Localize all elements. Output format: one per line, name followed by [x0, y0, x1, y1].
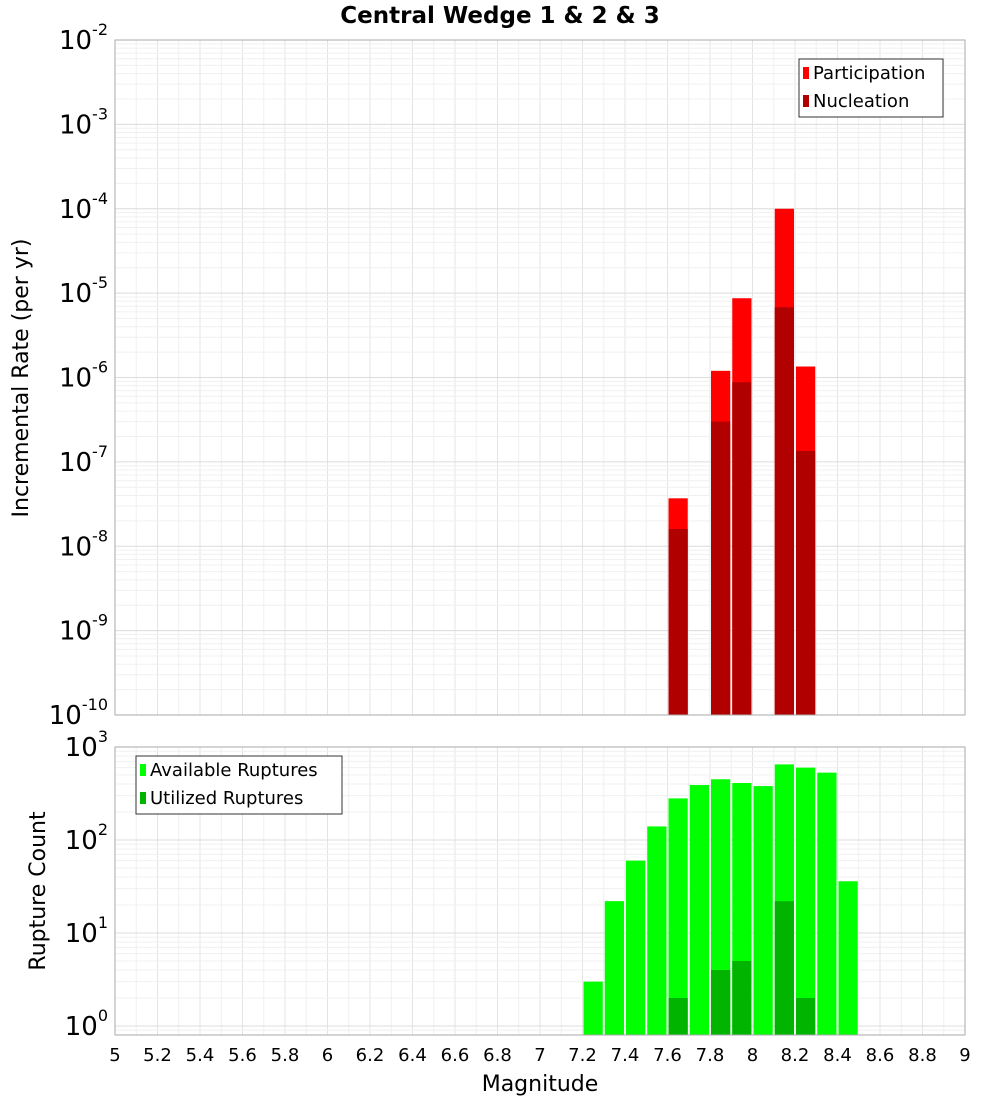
x-axis-label: Magnitude — [482, 1072, 599, 1097]
y-tick-label: 100 — [65, 1006, 108, 1042]
y-tick-label: 101 — [65, 913, 108, 949]
legend-label-available: Available Ruptures — [150, 760, 318, 781]
x-tick-label: 5.4 — [186, 1045, 215, 1066]
x-tick-label: 6 — [322, 1045, 333, 1066]
x-tick-label: 6.6 — [441, 1045, 470, 1066]
bottom-plot-area: 100 101 102 103 Rupture Count Available Rup… — [26, 727, 971, 1097]
legend-swatch-available — [140, 764, 146, 776]
x-tick-label: 8 — [747, 1045, 758, 1066]
legend-swatch-nucleation — [803, 95, 809, 107]
x-tick-label: 5 — [109, 1045, 120, 1066]
top-bars — [668, 208, 816, 715]
x-tick-label: 5.8 — [271, 1045, 300, 1066]
y-tick-label: 103 — [65, 727, 108, 763]
x-tick-label: 8.4 — [823, 1045, 852, 1066]
bottom-bar-utilized-ruptures — [711, 969, 731, 1035]
y-tick-label: 10-3 — [59, 104, 108, 140]
bottom-bar-available-ruptures — [753, 786, 773, 1035]
bottom-bar-utilized-ruptures — [732, 960, 752, 1035]
x-tick-label: 9 — [959, 1045, 970, 1066]
bottom-bar-available-ruptures — [817, 772, 837, 1035]
top-bar-nucleation — [711, 421, 731, 715]
x-tick-label: 8.2 — [781, 1045, 810, 1066]
x-tick-label: 8.6 — [866, 1045, 895, 1066]
y-tick-label: 10-9 — [59, 611, 108, 647]
top-legend: Participation Nucleation — [798, 58, 944, 118]
bottom-bar-utilized-ruptures — [796, 997, 816, 1035]
legend-label-nucleation: Nucleation — [813, 91, 909, 112]
x-tick-label: 7.4 — [611, 1045, 640, 1066]
top-bar-nucleation — [668, 529, 688, 715]
bottom-bar-available-ruptures — [583, 981, 603, 1035]
bottom-bar-available-ruptures — [626, 860, 646, 1035]
y-tick-label: 10-8 — [59, 526, 108, 562]
x-tick-label: 6.8 — [483, 1045, 512, 1066]
x-tick-labels: 5 5.2 5.4 5.6 5.8 6 6.2 6.4 6.6 6.8 7 7.2 7.4 7.6 7.8 8… — [109, 1045, 970, 1066]
bottom-bar-available-ruptures — [689, 785, 709, 1035]
x-tick-label: 6.4 — [398, 1045, 427, 1066]
bottom-bar-utilized-ruptures — [668, 997, 688, 1035]
bottom-bar-available-ruptures — [647, 826, 667, 1035]
bottom-bar-available-ruptures — [604, 901, 624, 1035]
top-y-tick-labels: 10-10 10-9 10-8 10-7 10-6 10-5 10-4 10-3 10-2 — [49, 20, 108, 731]
chart-title: Central Wedge 1 & 2 & 3 — [340, 3, 659, 29]
top-plot-border — [114, 39, 966, 716]
top-bar-nucleation — [774, 307, 794, 715]
bottom-bar-available-ruptures — [838, 881, 858, 1035]
bottom-bar-available-ruptures — [796, 767, 816, 1035]
bottom-y-tick-labels: 100 101 102 103 — [65, 727, 108, 1042]
x-tick-label: 6.2 — [356, 1045, 385, 1066]
x-tick-label: 7.6 — [653, 1045, 682, 1066]
bottom-legend: Available Ruptures Utilized Ruptures — [135, 755, 343, 815]
x-tick-label: 5.2 — [143, 1045, 172, 1066]
x-tick-label: 7.8 — [696, 1045, 725, 1066]
legend-swatch-utilized — [140, 792, 146, 804]
legend-swatch-participation — [803, 67, 809, 79]
bottom-bars — [583, 764, 858, 1035]
top-grid — [114, 39, 966, 716]
y-tick-label: 102 — [65, 820, 108, 856]
y-tick-label: 10-2 — [59, 20, 108, 56]
bottom-plot-border — [114, 746, 966, 1036]
bottom-bar-available-ruptures — [668, 798, 688, 1035]
legend-label-participation: Participation — [813, 63, 925, 84]
y-tick-label: 10-5 — [59, 273, 108, 309]
x-tick-label: 7 — [534, 1045, 545, 1066]
y-tick-label: 10-7 — [59, 442, 108, 478]
top-bar-nucleation — [796, 450, 816, 715]
top-y-axis-label: Incremental Rate (per yr) — [9, 239, 34, 518]
x-tick-label: 7.2 — [568, 1045, 597, 1066]
y-tick-label: 10-10 — [49, 695, 108, 731]
top-legend-box — [798, 58, 944, 118]
bottom-y-axis-label: Rupture Count — [26, 811, 51, 971]
x-tick-label: 8.8 — [908, 1045, 937, 1066]
y-tick-label: 10-4 — [59, 189, 108, 225]
legend-label-utilized: Utilized Ruptures — [150, 788, 303, 809]
top-plot-area: 10-10 10-9 10-8 10-7 10-6 10-5 10-4 10-3 10-2 In… — [9, 20, 966, 731]
x-tick-label: 5.6 — [228, 1045, 257, 1066]
bottom-bar-utilized-ruptures — [774, 901, 794, 1035]
top-bar-nucleation — [732, 382, 752, 715]
bottom-legend-box — [135, 755, 343, 815]
y-tick-label: 10-6 — [59, 358, 108, 394]
